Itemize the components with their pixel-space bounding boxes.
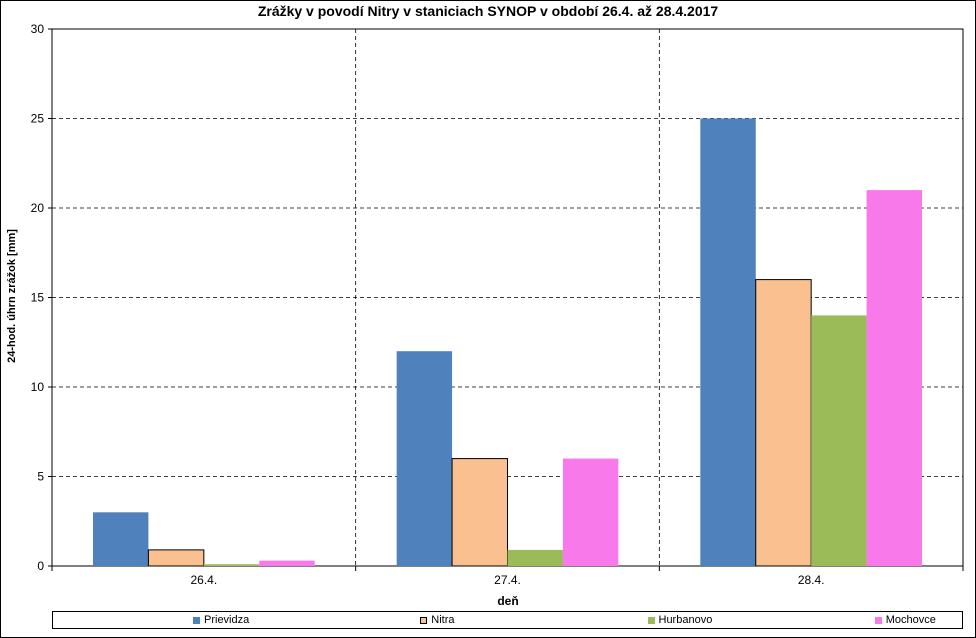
y-tick-label: 10 [31, 380, 45, 394]
y-tick-label: 30 [31, 22, 45, 36]
chart-title: Zrážky v povodí Nitry v staniciach SYNOP… [257, 3, 719, 19]
bar-hurbanovo [507, 549, 563, 566]
bar-prievidza [396, 351, 453, 566]
y-tick-label: 15 [31, 291, 45, 305]
legend-item: Hurbanovo [508, 612, 735, 628]
legend-swatch [420, 616, 428, 624]
y-tick-label: 25 [31, 112, 45, 126]
bar-prievidza [92, 512, 149, 566]
legend-swatch [193, 616, 200, 624]
y-tick-label: 0 [37, 559, 44, 573]
bar-hurbanovo [811, 315, 867, 566]
legend-label: Prievidza [204, 614, 250, 626]
legend-label: Mochovce [885, 614, 936, 626]
bar-nitra [147, 549, 205, 567]
y-tick-label: 20 [31, 201, 45, 215]
bar-mochovce [562, 458, 619, 566]
x-tick-label: 28.4. [798, 573, 825, 587]
legend: Prievidza Nitra Hurbanovo Mochovce [52, 611, 963, 629]
legend-swatch [874, 616, 882, 624]
legend-swatch [647, 616, 655, 624]
x-axis-label: deň [497, 594, 519, 608]
bar-nitra [755, 279, 812, 567]
legend-item: Prievidza [53, 612, 280, 628]
x-tick-label: 27.4. [494, 573, 521, 587]
bar-mochovce [866, 190, 923, 566]
legend-item: Nitra [280, 612, 507, 628]
legend-item: Mochovce [735, 612, 962, 628]
x-tick-label: 26.4. [190, 573, 217, 587]
y-tick-label: 5 [37, 470, 44, 484]
legend-label: Nitra [431, 614, 455, 626]
bar-prievidza [700, 118, 756, 566]
bar-mochovce [259, 560, 315, 566]
bar-hurbanovo [203, 564, 260, 566]
bar-nitra [451, 458, 509, 567]
legend-label: Hurbanovo [658, 614, 713, 626]
